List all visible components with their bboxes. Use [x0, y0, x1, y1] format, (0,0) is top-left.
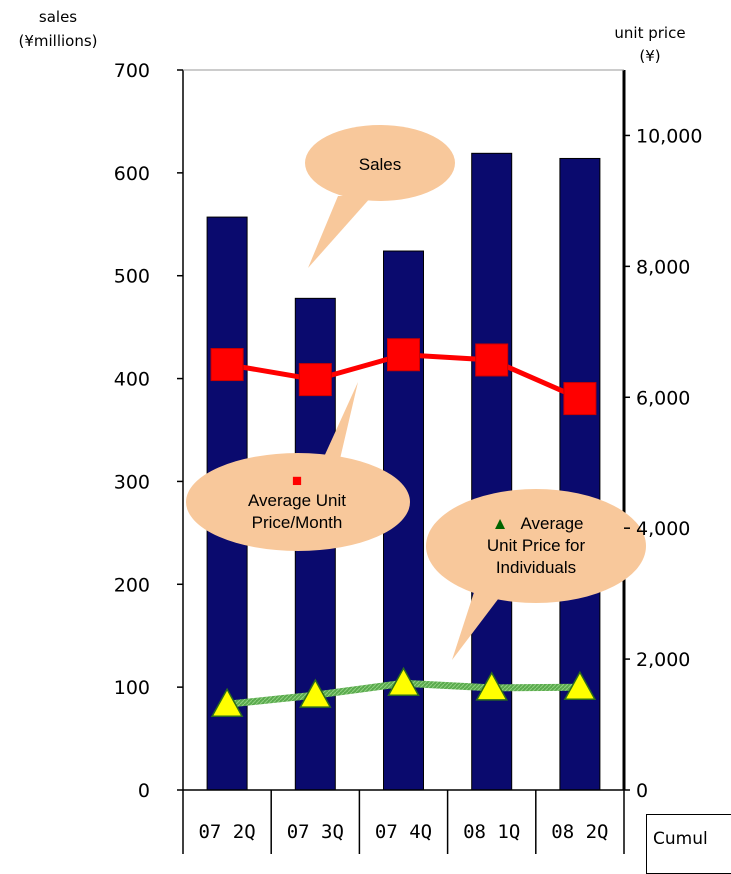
right-tick-label: 4,000	[636, 518, 690, 540]
individual-callout-text: Individuals	[496, 558, 576, 577]
right-tick-label: 10,000	[636, 125, 702, 147]
monthly-price-marker	[475, 343, 509, 377]
individual-price-marker	[563, 670, 597, 700]
monthly-callout-text: Average Unit	[248, 491, 346, 510]
left-tick-label: 700	[114, 60, 150, 82]
right-tick-label: 0	[636, 780, 648, 802]
left-tick-label: 200	[114, 574, 150, 596]
individual-callout-text: Average	[520, 514, 583, 533]
monthly-callout-marker: ■	[292, 471, 302, 490]
left-tick-label: 600	[114, 163, 150, 185]
individual-callout-pointer	[452, 580, 508, 660]
cumulative-label-box: Cumul	[646, 814, 731, 874]
monthly-callout-text: Price/Month	[252, 513, 343, 532]
sales-callout-pointer	[308, 196, 372, 268]
cumulative-label: Cumul	[653, 829, 708, 849]
sales-callout-text: Sales	[359, 155, 402, 174]
monthly-price-marker	[210, 348, 244, 382]
individual-price-marker	[299, 678, 332, 708]
right-tick-label: 6,000	[636, 387, 690, 409]
sales-unit-price-chart: Sales ■Average Unit Price/Month ▲ Average Un…	[18, 8, 702, 854]
individual-price-marker	[387, 666, 420, 697]
left-tick-label: 400	[114, 369, 150, 391]
category-label: 08 2Q	[551, 821, 608, 843]
right-axis-label-line2: (¥)	[639, 47, 660, 65]
category-label: 08 1Q	[463, 821, 520, 843]
category-label: 07 2Q	[198, 821, 255, 843]
sales-callout-bubble	[305, 125, 455, 201]
monthly-price-marker	[298, 363, 332, 397]
right-tick-label: 2,000	[636, 649, 690, 671]
category-label: 07 3Q	[287, 821, 344, 843]
left-tick-label: 100	[114, 677, 150, 699]
left-axis-label-line2: (¥millions)	[18, 32, 97, 50]
right-tick-label: 8,000	[636, 256, 690, 278]
monthly-callout-bubble	[186, 453, 410, 551]
monthly-price-marker	[563, 382, 597, 416]
left-tick-label: 500	[114, 266, 150, 288]
left-tick-label: 300	[114, 471, 150, 493]
individual-callout-bubble	[426, 489, 646, 603]
monthly-callout-pointer	[318, 382, 358, 476]
right-axis-label-line1: unit price	[614, 24, 685, 42]
left-axis-label-line1: sales	[39, 8, 77, 26]
monthly-price-marker	[387, 338, 420, 372]
individual-callout-marker: ▲	[492, 514, 509, 533]
individual-price-marker	[475, 671, 508, 701]
individual-price-marker	[210, 687, 244, 718]
category-label: 07 4Q	[375, 821, 432, 843]
left-tick-label: 0	[138, 780, 150, 802]
individual-callout-text: Unit Price for	[487, 536, 586, 555]
